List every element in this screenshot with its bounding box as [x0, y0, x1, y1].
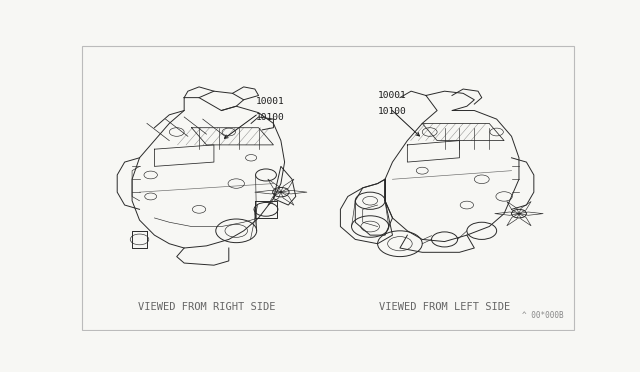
Text: VIEWED FROM RIGHT SIDE: VIEWED FROM RIGHT SIDE [138, 302, 275, 312]
Text: 10100: 10100 [256, 113, 285, 122]
Text: 10001: 10001 [378, 92, 406, 100]
Text: VIEWED FROM LEFT SIDE: VIEWED FROM LEFT SIDE [379, 302, 510, 312]
Text: 10001: 10001 [256, 97, 285, 106]
Text: ^ 00*000B: ^ 00*000B [522, 311, 564, 320]
Text: 10100: 10100 [378, 107, 406, 116]
